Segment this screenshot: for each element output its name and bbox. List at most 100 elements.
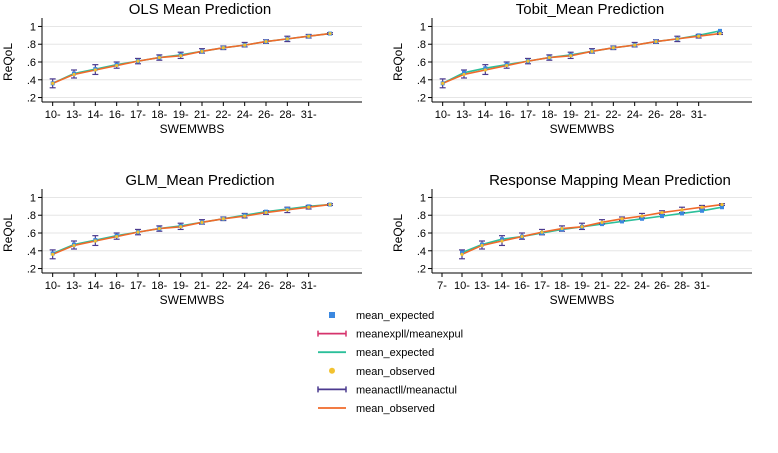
y-tick-label: .8	[417, 39, 426, 51]
x-tick-label: 22-	[215, 280, 231, 292]
observed-point	[675, 37, 679, 41]
x-axis-label: SWEMWBS	[160, 122, 225, 136]
x-tick-label: 24-	[634, 280, 650, 292]
x-tick-label: 31-	[691, 109, 707, 121]
y-tick-label: .4	[27, 246, 36, 258]
x-tick-label: 17-	[130, 109, 146, 121]
legend-entry: mean_observed	[318, 403, 435, 415]
series-line-expected	[52, 203, 331, 255]
legend-entry: mean_expected	[329, 310, 434, 322]
observed-point	[179, 54, 183, 58]
y-tick-label: 1	[420, 21, 426, 33]
y-tick-label: 1	[30, 192, 36, 204]
observed-point	[500, 239, 504, 243]
y-tick-label: .4	[417, 75, 426, 87]
observed-point	[136, 59, 140, 63]
x-tick-label: 17-	[520, 109, 536, 121]
x-axis-label: SWEMWBS	[550, 122, 615, 136]
observed-point	[221, 46, 225, 50]
observed-point	[285, 208, 289, 212]
expected-point	[460, 250, 464, 255]
observed-point	[460, 252, 464, 256]
legend-label: meanexpll/meanexpul	[356, 329, 463, 341]
observed-point	[620, 217, 624, 221]
x-tick-label: 21-	[594, 280, 610, 292]
observed-point	[307, 205, 311, 209]
y-tick-label: .2	[417, 264, 426, 276]
observed-point	[200, 49, 204, 53]
observed-point	[720, 202, 724, 207]
y-axis-label: ReQoL	[391, 214, 405, 252]
observed-point	[264, 210, 268, 215]
observed-point	[93, 239, 97, 243]
x-axis-label: SWEMWBS	[550, 293, 615, 307]
observed-point	[633, 43, 637, 47]
observed-point	[285, 37, 289, 41]
x-tick-label: 19-	[563, 109, 579, 121]
x-tick-label: 26-	[654, 280, 670, 292]
series-line-observed	[52, 203, 331, 256]
legend-label: mean_expected	[356, 347, 434, 359]
y-tick-label: .8	[27, 39, 36, 51]
observed-point	[243, 43, 247, 47]
chart-title: Response Mapping Mean Prediction	[489, 172, 731, 189]
x-tick-label: 13-	[66, 109, 82, 121]
series-line-observed	[52, 32, 331, 85]
x-tick-label: 19-	[173, 280, 189, 292]
expected-point	[640, 216, 644, 221]
y-axis-label: ReQoL	[1, 43, 15, 81]
x-tick-label: 21-	[194, 280, 210, 292]
x-tick-label: 31-	[694, 280, 710, 292]
series-line-expected	[461, 206, 723, 254]
x-tick-label: 17-	[130, 280, 146, 292]
panel-3: GLM_Mean Prediction .2 .4 .6 .8 1 10- 13- 14- 16-…	[1, 172, 362, 307]
observed-point	[328, 31, 332, 36]
observed-point	[526, 59, 530, 63]
observed-point	[72, 243, 76, 248]
x-tick-label: 28-	[279, 280, 295, 292]
legend-label: meanactll/meanactul	[356, 384, 457, 396]
observed-point	[600, 220, 604, 224]
legend-entry: mean_observed	[329, 366, 435, 378]
observed-point	[307, 34, 311, 38]
observed-point	[480, 243, 484, 248]
y-tick-label: .8	[417, 210, 426, 222]
y-tick-label: .4	[417, 246, 426, 258]
legend-dot-icon	[329, 367, 335, 374]
expected-point	[462, 70, 466, 75]
expected-point	[600, 222, 604, 227]
observed-point	[611, 46, 615, 50]
observed-point	[51, 81, 55, 85]
observed-point	[569, 54, 573, 58]
x-tick-label: 24-	[237, 280, 253, 292]
x-tick-label: 22-	[614, 280, 630, 292]
panel-4: Response Mapping Mean Prediction .2 .4 .6 .8…	[391, 172, 752, 307]
expected-point	[620, 219, 624, 224]
x-tick-label: 31-	[301, 109, 317, 121]
expected-point	[680, 211, 684, 216]
observed-point	[51, 252, 55, 256]
y-axis-label: ReQoL	[1, 214, 15, 252]
y-tick-label: .4	[27, 75, 36, 87]
observed-point	[483, 68, 487, 72]
series-line-observed	[442, 32, 721, 85]
observed-point	[200, 220, 204, 224]
observed-point	[72, 72, 76, 77]
series-line-observed	[461, 203, 723, 256]
legend: mean_expected meanexpll/meanexpul mean_exp…	[317, 310, 463, 415]
x-tick-label: 31-	[301, 280, 317, 292]
x-tick-label: 13-	[456, 109, 472, 121]
expected-point	[660, 214, 664, 219]
y-tick-label: .6	[27, 228, 36, 240]
x-tick-label: 28-	[669, 109, 685, 121]
expected-point	[700, 208, 704, 213]
x-tick-label: 14-	[477, 109, 493, 121]
legend-label: mean_expected	[356, 310, 434, 322]
x-tick-label: 10-	[45, 280, 61, 292]
x-tick-label: 13-	[474, 280, 490, 292]
legend-entry: mean_expected	[318, 347, 434, 359]
legend-entry: meanexpll/meanexpul	[317, 329, 463, 341]
x-tick-label: 13-	[66, 280, 82, 292]
observed-point	[520, 234, 524, 239]
